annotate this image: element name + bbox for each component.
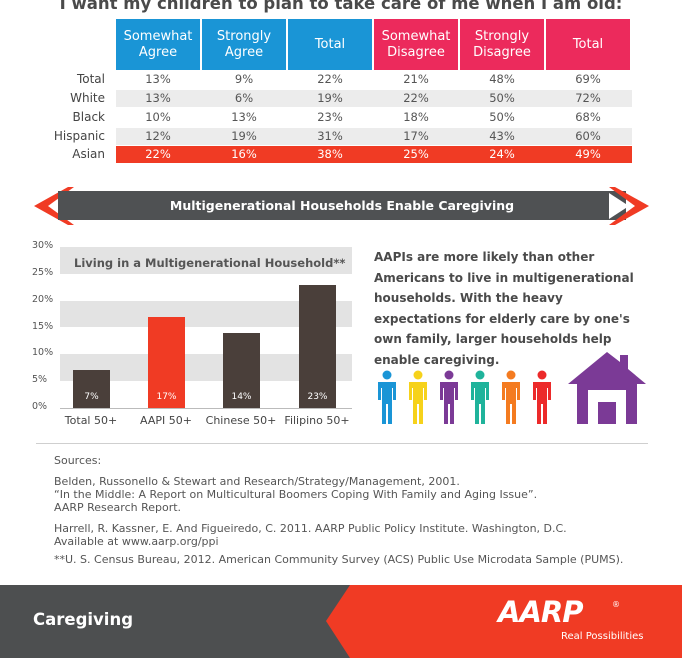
table-cell: 13% [231,110,257,124]
aarp-logo: AARP [498,595,583,629]
bar [299,284,336,408]
table-cell: 72% [575,91,601,105]
x-tick-label: AAPI 50+ [140,414,192,427]
table-row-black: Black 10% 13% 23% 18% 50% 68% [0,109,682,126]
table-row-asian: Asian 22% 16% 38% 25% 24% 49% [0,146,682,163]
table-cell: 13% [145,91,171,105]
row-label: Asian [72,147,105,161]
row-label: Black [72,110,105,124]
bar-value-label: 7% [84,392,99,402]
row-label: Total [76,72,105,86]
table-cell: 49% [575,147,601,161]
table-row-white: White 13% 6% 19% 22% 50% 72% [0,90,682,107]
person-icon [502,370,520,424]
footer-section-label: Caregiving [33,610,134,629]
table-cell: 19% [231,129,257,143]
x-tick-label: Filipino 50+ [284,414,350,427]
y-tick-label: 10% [32,347,54,359]
table-cell: 22% [317,72,343,86]
header-strongly-disagree: Strongly Disagree [460,19,544,70]
header-disagree-total: Total [546,19,630,70]
table-cell: 9% [234,72,254,86]
y-tick-label: 15% [32,320,54,332]
side-text: AAPIs are more likely than other America… [374,250,634,367]
aarp-tagline: Real Possibilities [561,631,644,642]
table-cell: 43% [489,129,515,143]
row-label: Hispanic [53,129,105,143]
y-tick-label: 25% [32,266,54,278]
y-tick-label: 5% [32,374,48,386]
bar-value-label: 14% [231,392,252,402]
bar-value-label: 17% [156,392,177,402]
x-axis [60,408,352,409]
table-row-total: Total 13% 9% 22% 21% 48% 69% [0,71,682,88]
table-row-hispanic: Hispanic 12% 19% 31% 17% 43% 60% [0,128,682,145]
bar-value-label: 23% [307,392,328,402]
bar [73,370,110,408]
table-cell: 22% [145,147,171,161]
grid-stripe [60,247,352,274]
person-icon [440,370,458,424]
header-somewhat-disagree: Somewhat Disagree [374,19,458,70]
divider [36,443,648,444]
table-cell: 17% [403,129,429,143]
table-cell: 23% [317,110,343,124]
y-tick-label: 20% [32,293,54,305]
table-cell: 50% [489,91,515,105]
y-tick-label: 30% [32,240,54,251]
table-title: I want my children to plan to take care … [59,0,623,13]
registered-mark: ® [612,600,620,609]
header-agree-total: Total [288,19,372,70]
footer-red-panel [326,585,682,658]
x-tick-label: Chinese 50+ [205,414,277,427]
source-line: **U. S. Census Bureau, 2012. American Co… [54,553,624,566]
source-line: Available at www.aarp.org/ppi [54,535,219,548]
section-banner: Multigenerational Households Enable Care… [58,191,626,220]
table-cell: 38% [317,147,343,161]
table-cell: 48% [489,72,515,86]
table-cell: 60% [575,129,601,143]
table-cell: 50% [489,110,515,124]
table-cell: 18% [403,110,429,124]
table-cell: 24% [489,147,515,161]
bar [223,332,260,408]
table-cell: 25% [403,147,429,161]
table-cell: 68% [575,110,601,124]
table-cell: 69% [575,72,601,86]
bar [148,316,185,408]
table-cell: 16% [231,147,257,161]
table-cell: 22% [403,91,429,105]
source-line: Belden, Russonello & Stewart and Researc… [54,475,460,488]
person-icon [471,370,489,424]
sources-heading: Sources: [54,454,102,467]
table-cell: 31% [317,129,343,143]
footer: Caregiving AARP ® Real Possibilities [0,585,682,658]
table-cell: 12% [145,129,171,143]
source-line: AARP Research Report. [54,501,182,514]
source-line: “In the Middle: A Report on Multicultura… [54,488,538,501]
header-strongly-agree: Strongly Agree [202,19,286,70]
y-tick-label: 0% [32,401,48,412]
table-cell: 13% [145,72,171,86]
table-cell: 10% [145,110,171,124]
house-icon [568,352,646,424]
people-icons [378,370,551,424]
person-icon [409,370,427,424]
person-icon [378,370,396,424]
person-icon [533,370,551,424]
x-tick-label: Total 50+ [64,414,118,427]
row-label: White [70,91,105,105]
source-line: Harrell, R. Kassner, E. And Figueiredo, … [54,522,567,535]
table-cell: 6% [234,91,254,105]
table-cell: 21% [403,72,429,86]
chevron-right-icon [609,187,649,225]
chart-title: Living in a Multigenerational Household*… [74,256,346,270]
header-somewhat-agree: Somewhat Agree [116,19,200,70]
table-cell: 19% [317,91,343,105]
